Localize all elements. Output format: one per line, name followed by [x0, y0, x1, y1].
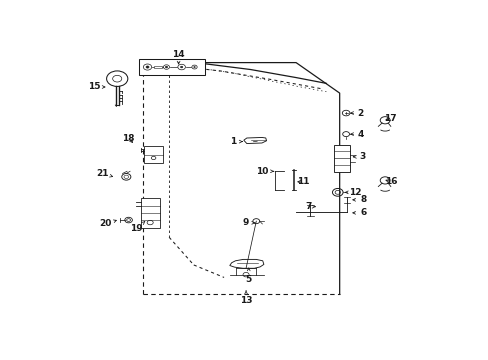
Text: 13: 13: [239, 291, 252, 306]
Circle shape: [193, 67, 195, 68]
Bar: [333, 145, 349, 172]
Text: 3: 3: [353, 152, 365, 161]
Text: 1: 1: [230, 137, 242, 146]
Bar: [144, 146, 163, 163]
Text: 19: 19: [130, 221, 144, 233]
Text: 12: 12: [345, 188, 360, 197]
Text: 6: 6: [352, 208, 366, 217]
Text: 2: 2: [350, 109, 363, 118]
Text: 16: 16: [384, 177, 396, 186]
Text: 8: 8: [352, 195, 366, 204]
Text: 20: 20: [100, 220, 116, 229]
Text: 14: 14: [172, 50, 184, 64]
Text: 11: 11: [296, 177, 308, 186]
Bar: [139, 59, 205, 75]
Circle shape: [165, 66, 167, 68]
Text: 10: 10: [255, 167, 273, 176]
Text: 9: 9: [243, 218, 254, 227]
Text: 17: 17: [384, 113, 396, 122]
Text: 21: 21: [96, 169, 112, 178]
Text: 18: 18: [122, 134, 135, 143]
Text: 5: 5: [245, 268, 251, 284]
Bar: [141, 198, 159, 228]
Circle shape: [180, 66, 183, 68]
Circle shape: [146, 66, 149, 68]
Text: 15: 15: [88, 82, 105, 91]
Text: 7: 7: [305, 202, 314, 211]
Bar: [153, 66, 162, 68]
Text: 4: 4: [350, 130, 363, 139]
